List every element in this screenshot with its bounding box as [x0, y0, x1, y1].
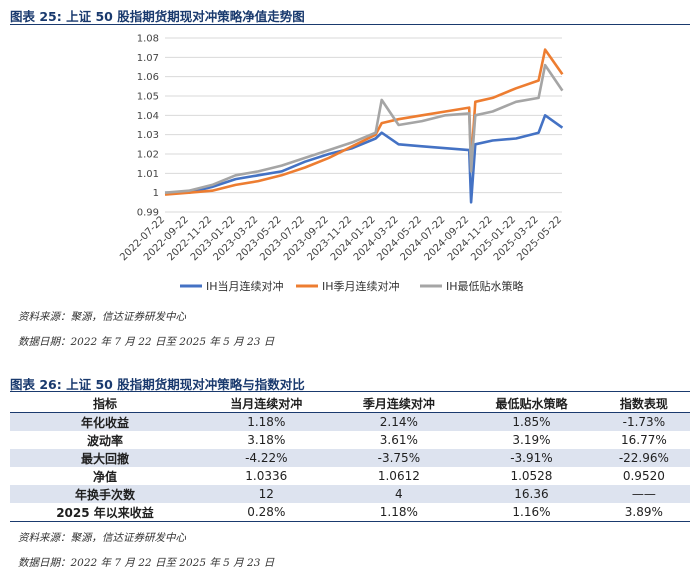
table-cell: -22.96% — [597, 449, 690, 467]
y-tick-label: 0.99 — [137, 208, 159, 219]
table-header-row: 指标 当月连续对冲 季月连续对冲 最低贴水策略 指数表现 — [10, 394, 690, 413]
table-cell: 3.19% — [512, 433, 551, 447]
row-label: 2025 年以来收益 — [10, 503, 200, 522]
table-cell: 16.77% — [620, 433, 667, 447]
series-line-3 — [164, 63, 564, 194]
table-row: 年换手次数 12 4 16.36 —— — [10, 485, 690, 503]
row-label: 最大回撤 — [10, 449, 200, 467]
table-cell: —— — [597, 485, 690, 503]
y-tick-label: 1.03 — [137, 130, 159, 141]
figure-26-rule — [10, 391, 690, 392]
table-header: 季月连续对冲 — [332, 394, 466, 413]
figure-25-source: 资料来源：聚源，信达证券研发中心 — [18, 311, 186, 323]
figure-26-date-range: 数据日期：2022 年 7 月 22 日至 2025 年 5 月 23 日 — [18, 557, 275, 569]
table-cell: -3.75% — [332, 449, 466, 467]
table-cell: 1.16% — [465, 503, 598, 522]
legend-label: IH季月连续对冲 — [322, 279, 400, 293]
table-cell: 1.0612 — [377, 469, 420, 483]
y-tick-label: 1.07 — [137, 53, 159, 64]
table-cell: -4.22% — [200, 449, 333, 467]
table-cell: 1.18% — [332, 503, 466, 522]
y-tick-label: 1.01 — [137, 169, 159, 180]
table-cell: 3.89% — [597, 503, 690, 522]
row-label: 年换手次数 — [10, 485, 200, 503]
net-value-line-chart: 0.9911.011.021.031.041.051.061.071.08202… — [118, 34, 564, 294]
series-line-1 — [165, 114, 564, 204]
table-row: 波动率 3.18% 3.61% 3.19% 16.77% — [10, 431, 690, 449]
table-row: 2025 年以来收益 0.28% 1.18% 1.16% 3.89% — [10, 503, 690, 522]
table-cell: 1.85% — [465, 412, 598, 431]
table-header: 最低贴水策略 — [465, 394, 598, 413]
figure-25-rule — [10, 24, 690, 25]
table-cell: 0.9520 — [622, 469, 665, 483]
table-row: 年化收益 1.18% 2.14% 1.85% -1.73% — [10, 412, 690, 431]
table-header: 指数表现 — [597, 394, 690, 413]
row-label: 净值 — [92, 469, 117, 484]
figure-25-date-range: 数据日期：2022 年 7 月 22 日至 2025 年 5 月 23 日 — [18, 336, 275, 348]
row-label: 波动率 — [86, 433, 123, 448]
row-label: 年化收益 — [10, 412, 200, 431]
table-cell: 16.36 — [465, 485, 598, 503]
table-cell: 4 — [332, 485, 466, 503]
table-cell: 0.28% — [200, 503, 333, 522]
strategy-comparison-table: 指标 当月连续对冲 季月连续对冲 最低贴水策略 指数表现 年化收益 1.18% … — [10, 394, 690, 522]
table-header: 当月连续对冲 — [200, 394, 333, 413]
table-cell: 2.14% — [332, 412, 466, 431]
table-cell: 12 — [200, 485, 333, 503]
figure-25-title: 图表 25: 上证 50 股指期货期现对冲策略净值走势图 — [10, 9, 305, 24]
y-tick-label: 1.04 — [137, 111, 159, 122]
table-cell: -1.73% — [597, 412, 690, 431]
y-tick-label: 1.02 — [137, 150, 159, 161]
table-cell: 3.18% — [247, 433, 286, 447]
table-cell: 1.18% — [200, 412, 333, 431]
figure-26-source: 资料来源：聚源，信达证券研发中心 — [18, 532, 186, 544]
legend-label: IH最低贴水策略 — [446, 279, 524, 293]
table-row: 最大回撤 -4.22% -3.75% -3.91% -22.96% — [10, 449, 690, 467]
figure-26-title: 图表 26: 上证 50 股指期货期现对冲策略与指数对比 — [10, 377, 305, 392]
legend-label: IH当月连续对冲 — [206, 279, 284, 293]
table-cell: -3.91% — [465, 449, 598, 467]
table-cell: 1.0336 — [245, 469, 288, 483]
y-tick-label: 1.05 — [137, 92, 159, 103]
table-row: 净值 1.0336 1.0612 1.0528 0.9520 — [10, 467, 690, 485]
y-tick-label: 1.08 — [137, 34, 159, 45]
table-cell: 3.61% — [379, 433, 418, 447]
y-tick-label: 1.06 — [137, 72, 159, 83]
series-line-2 — [164, 48, 564, 196]
y-tick-label: 1 — [153, 188, 159, 199]
table-header: 指标 — [10, 394, 200, 413]
table-cell: 1.0528 — [510, 469, 553, 483]
